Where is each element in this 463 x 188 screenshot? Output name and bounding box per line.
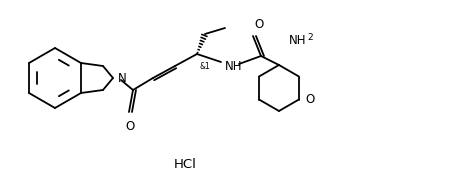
Text: HCl: HCl — [174, 158, 196, 171]
Text: NH: NH — [289, 33, 307, 46]
Text: &1: &1 — [200, 62, 211, 71]
Text: O: O — [125, 120, 135, 133]
Text: O: O — [305, 93, 314, 106]
Text: N: N — [118, 71, 127, 84]
Text: NH: NH — [225, 59, 243, 73]
Text: O: O — [254, 18, 263, 31]
Text: 2: 2 — [307, 33, 313, 42]
